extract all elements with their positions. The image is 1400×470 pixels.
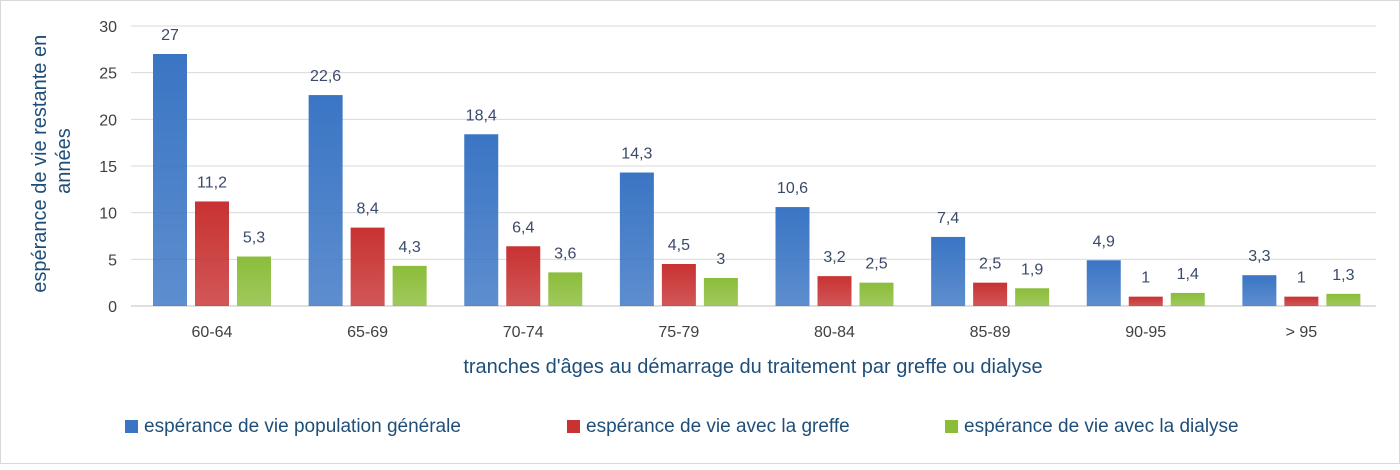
bar-greffe [195, 201, 229, 306]
legend-label: espérance de vie population générale [144, 416, 461, 437]
y-tick-label: 15 [99, 159, 117, 176]
data-label: 8,4 [357, 201, 379, 218]
y-tick-label: 20 [99, 112, 117, 129]
legend-label: espérance de vie avec la greffe [586, 416, 850, 437]
bars [153, 54, 1361, 306]
bar-greffe [817, 276, 852, 306]
bar-dialyse [548, 272, 583, 306]
data-label: 4,9 [1093, 233, 1115, 250]
bar-dialyse [237, 256, 271, 306]
data-label: 1,4 [1177, 266, 1199, 283]
bar-population [153, 54, 187, 306]
bar-dialyse [1015, 288, 1050, 306]
x-tick-label: 65-69 [347, 324, 388, 341]
x-tick-label: 85-89 [970, 324, 1011, 341]
data-label: 2,5 [865, 256, 887, 273]
bar-dialyse [859, 282, 894, 306]
x-axis-title: tranches d'âges au démarrage du traiteme… [463, 356, 1042, 378]
x-tick-label: 80-84 [814, 324, 855, 341]
y-axis-title-line-1: espérance de vie restante en [29, 35, 51, 293]
data-label: 1 [1141, 270, 1150, 287]
data-label: 7,4 [937, 210, 959, 227]
data-label: 1,3 [1332, 267, 1354, 284]
legend-item: espérance de vie population générale [125, 416, 461, 437]
legend-swatch [567, 420, 580, 433]
legend-swatch [125, 420, 138, 433]
bar-dialyse [703, 278, 738, 306]
data-label: 18,4 [466, 107, 497, 124]
y-tick-label: 5 [108, 252, 117, 269]
bar-population [775, 207, 810, 306]
bar-population [464, 134, 499, 306]
y-tick-label: 30 [99, 19, 117, 36]
data-labels: 27 11,2 5,3 22,6 8,4 4,3 18,4 6,4 3,6 14,3 4,5 3 10,… [161, 27, 1354, 287]
bar-greffe [350, 227, 385, 306]
bar-population [1242, 275, 1277, 306]
legend-label: espérance de vie avec la dialyse [964, 416, 1239, 437]
bar-dialyse [392, 265, 427, 306]
bar-greffe [1128, 296, 1163, 306]
x-tick-label: 75-79 [658, 324, 699, 341]
bar-greffe [661, 264, 696, 306]
data-label: 2,5 [979, 256, 1001, 273]
y-tick-label: 10 [99, 206, 117, 223]
bar-greffe [973, 282, 1008, 306]
legend-item: espérance de vie avec la dialyse [945, 416, 1239, 437]
bar-population [931, 236, 966, 306]
x-tick-label: 70-74 [503, 324, 544, 341]
bar-population [308, 95, 343, 306]
data-label: 1 [1297, 270, 1306, 287]
bar-population [619, 172, 654, 306]
y-axis-ticks: 0 5 10 15 20 25 30 [99, 19, 117, 316]
bar-greffe [506, 246, 541, 306]
bar-dialyse [1326, 293, 1361, 306]
data-label: 4,5 [668, 237, 690, 254]
data-label: 1,9 [1021, 261, 1043, 278]
x-tick-label: 90-95 [1125, 324, 1166, 341]
x-axis-ticks: 60-64 65-69 70-74 75-79 80-84 85-89 90-95 > 95 [192, 324, 1318, 341]
legend: espérance de vie population générale espé… [125, 416, 1239, 437]
data-label: 6,4 [512, 219, 534, 236]
bar-greffe [1284, 296, 1319, 306]
data-label: 3 [716, 251, 725, 268]
data-label: 27 [161, 27, 179, 44]
bar-population [1086, 260, 1121, 306]
data-label: 3,3 [1248, 248, 1270, 265]
legend-item: espérance de vie avec la greffe [567, 416, 850, 437]
x-tick-label: 60-64 [192, 324, 233, 341]
data-label: 4,3 [399, 239, 421, 256]
legend-swatch [945, 420, 958, 433]
y-axis-title-line-2: années [53, 128, 75, 194]
y-axis-title: espérance de vie restante en années [29, 29, 75, 293]
data-label: 14,3 [621, 146, 652, 163]
data-label: 3,6 [554, 245, 576, 262]
data-label: 5,3 [243, 230, 265, 247]
data-label: 10,6 [777, 180, 808, 197]
x-tick-label: > 95 [1286, 324, 1318, 341]
data-label: 11,2 [197, 174, 227, 191]
bar-dialyse [1170, 292, 1205, 306]
data-label: 22,6 [310, 68, 341, 85]
y-tick-label: 0 [108, 299, 117, 316]
y-tick-label: 25 [99, 66, 117, 83]
data-label: 3,2 [823, 249, 845, 266]
